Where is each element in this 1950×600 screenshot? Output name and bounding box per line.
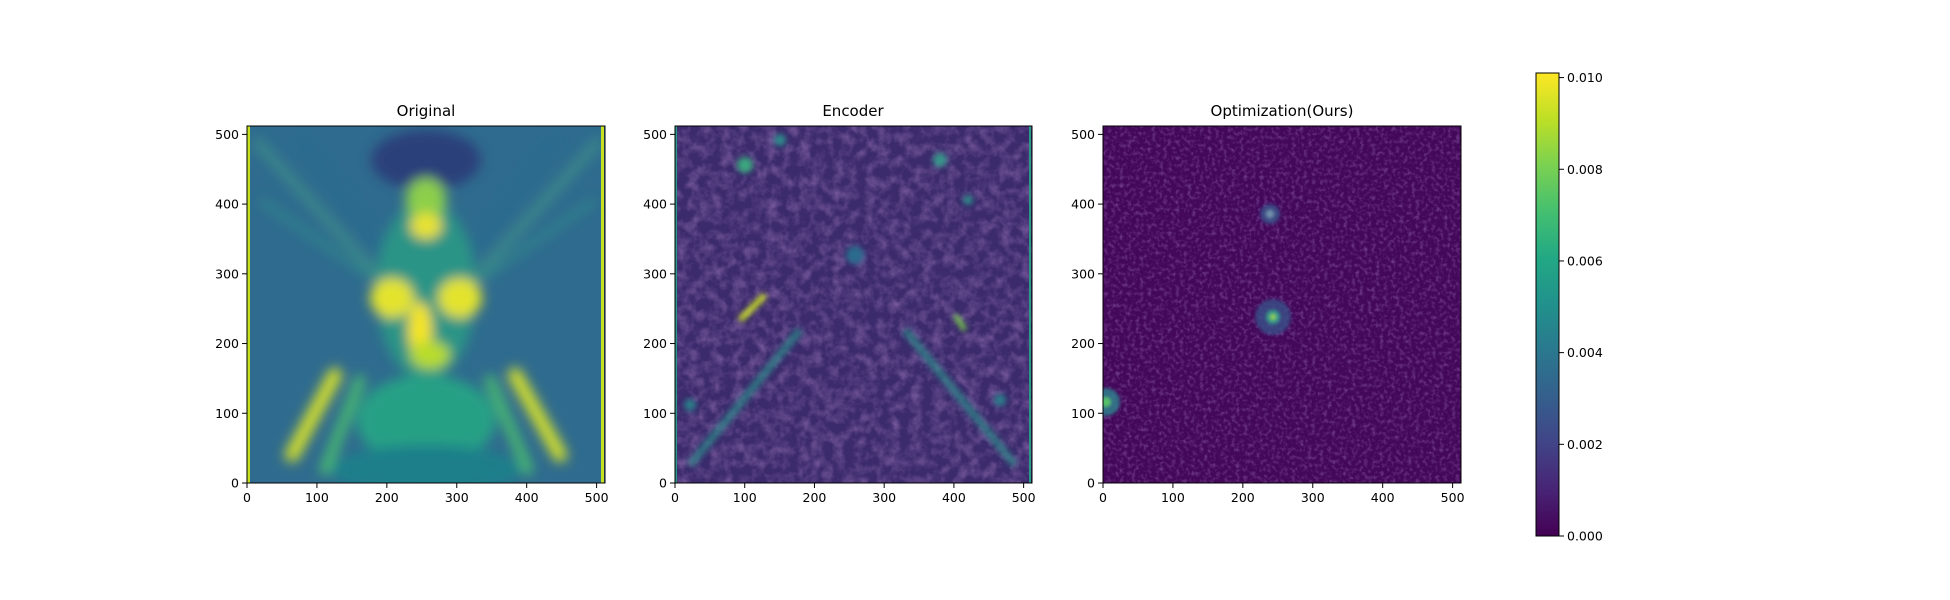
panel-optimization: Optimization(Ours) 0 100 200 300 400 500 0 100 2…	[1071, 102, 1464, 505]
x-tick-label: 0	[1099, 490, 1107, 505]
x-tick-label: 500	[585, 490, 609, 505]
colorbar-tick-label: 0.000	[1567, 529, 1603, 544]
x-tick-label: 0	[671, 490, 679, 505]
heatmap-image	[247, 126, 605, 483]
y-tick-label: 500	[1071, 127, 1095, 142]
x-tick-label: 400	[515, 490, 539, 505]
colorbar-tick-label: 0.006	[1567, 253, 1603, 268]
y-tick-label: 300	[215, 266, 239, 281]
y-tick-label: 300	[643, 266, 667, 281]
colorbar-tick-label: 0.004	[1567, 345, 1603, 360]
panel-title: Original	[397, 102, 456, 120]
y-tick-label: 400	[215, 197, 239, 212]
y-tick-label: 200	[643, 336, 667, 351]
colorbar-tick-label: 0.002	[1567, 437, 1603, 452]
y-tick-label: 100	[643, 406, 667, 421]
x-tick-label: 200	[803, 490, 827, 505]
x-tick-label: 100	[733, 490, 757, 505]
y-tick-label: 100	[215, 406, 239, 421]
x-tick-label: 200	[1231, 490, 1255, 505]
panel-title: Encoder	[822, 102, 884, 120]
x-tick-label: 100	[1161, 490, 1185, 505]
panel-title: Optimization(Ours)	[1211, 102, 1354, 120]
y-tick-label: 200	[1071, 336, 1095, 351]
colorbar-tick-label: 0.010	[1567, 70, 1603, 85]
y-tick-label: 300	[1071, 266, 1095, 281]
x-tick-label: 100	[305, 490, 329, 505]
panel-original: Original	[215, 102, 608, 505]
colorbar: 0.000 0.002 0.004 0.006 0.008 0.010	[1535, 70, 1603, 544]
y-tick-label: 200	[215, 336, 239, 351]
y-tick-label: 400	[643, 197, 667, 212]
y-tick-label: 0	[1087, 476, 1095, 491]
x-tick-label: 400	[942, 490, 966, 505]
y-tick-label: 0	[659, 476, 667, 491]
y-tick-label: 400	[1071, 197, 1095, 212]
x-tick-label: 500	[1012, 490, 1036, 505]
x-tick-label: 500	[1441, 490, 1465, 505]
x-tick-label: 400	[1371, 490, 1395, 505]
colorbar-tick-label: 0.008	[1567, 162, 1603, 177]
x-tick-label: 200	[375, 490, 399, 505]
x-tick-label: 300	[445, 490, 469, 505]
heatmap-image	[675, 126, 1032, 483]
y-tick-label: 0	[231, 476, 239, 491]
panel-encoder: Encoder 0 100 200 300 400 500 0 100 200 300 400 500	[643, 102, 1035, 505]
plot-frame	[1102, 125, 1462, 484]
plot-frame	[246, 125, 606, 484]
y-tick-label: 100	[1071, 406, 1095, 421]
plot-frame	[674, 125, 1033, 484]
y-tick-label: 500	[643, 127, 667, 142]
colorbar-gradient	[1535, 72, 1560, 537]
heatmap-image	[1103, 126, 1461, 483]
x-tick-label: 300	[1301, 490, 1325, 505]
x-tick-label: 300	[872, 490, 896, 505]
x-tick-label: 0	[243, 490, 251, 505]
y-tick-label: 500	[215, 127, 239, 142]
